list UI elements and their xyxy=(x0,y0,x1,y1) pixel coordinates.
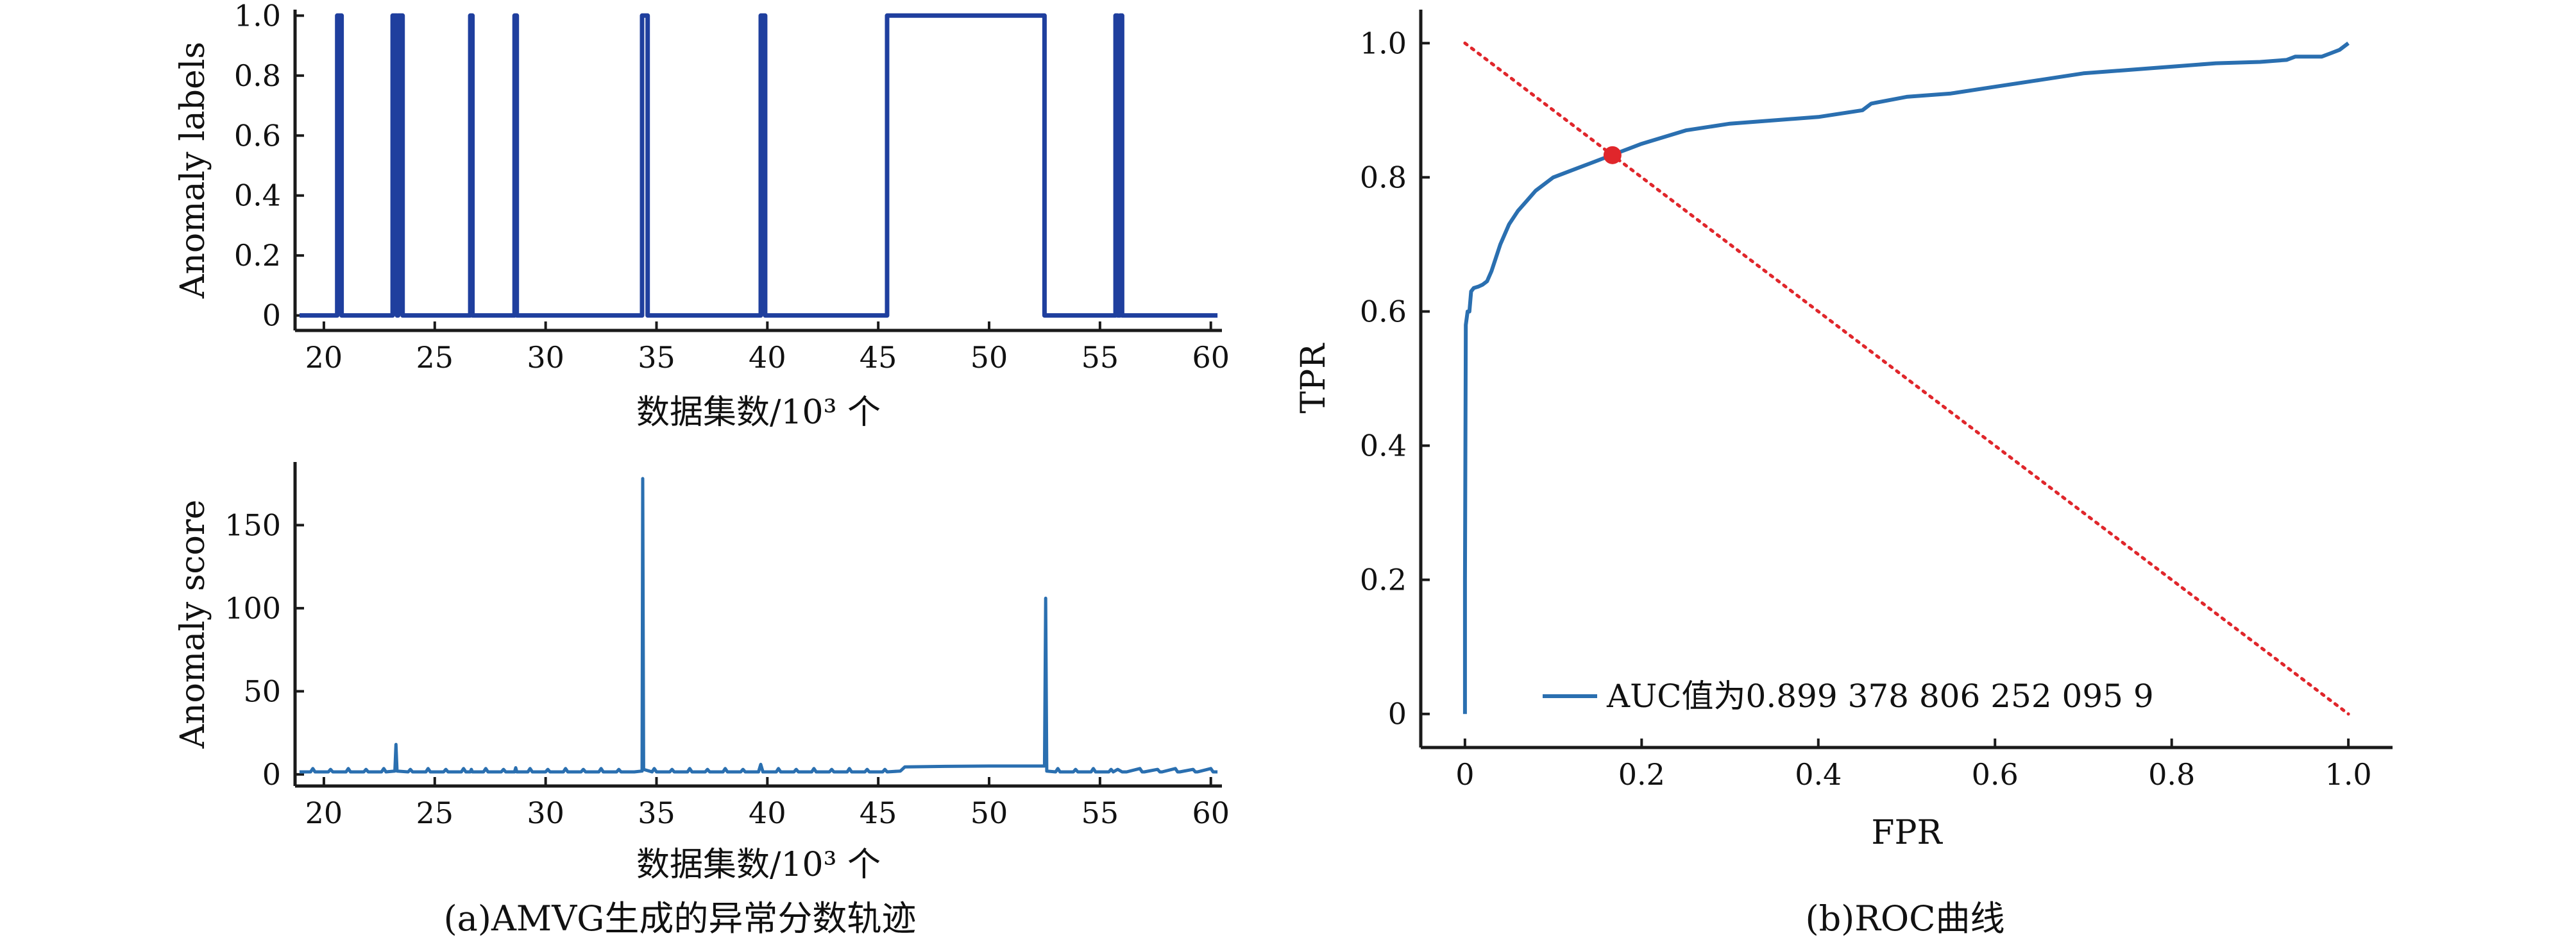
x-tick-label: 60 xyxy=(1192,340,1230,375)
x-tick-label: 0 xyxy=(1455,757,1474,792)
caption-b: (b)ROC曲线 xyxy=(1806,898,2005,939)
y-tick-label: 50 xyxy=(243,674,281,708)
x-axis-title: FPR xyxy=(1871,814,1943,852)
y-tick-label: 0 xyxy=(262,298,281,333)
x-tick-label: 1.0 xyxy=(2325,757,2372,792)
y-tick-label: 0.6 xyxy=(234,118,281,153)
x-tick-label: 35 xyxy=(638,796,675,830)
y-tick-label: 100 xyxy=(225,591,281,626)
anomaly-score-panel: 20 25 30 35 40 45 50 55 60 0 50 100 150 数据集数/10³ 个 Ano… xyxy=(174,462,1230,884)
x-axis-title: 数据集数/10³ 个 xyxy=(636,393,881,432)
x-tick-label: 30 xyxy=(527,340,564,375)
score-series-line-0 xyxy=(299,477,1218,774)
y-tick-label: 0.6 xyxy=(1360,294,1407,329)
x-tick-label: 50 xyxy=(970,796,1008,830)
y-tick-label: 0 xyxy=(262,757,281,792)
x-tick-label: 60 xyxy=(1192,796,1230,830)
caption-a: (a)AMVG生成的异常分数轨迹 xyxy=(444,898,917,939)
y-tick-label: 150 xyxy=(225,508,281,542)
y-tick-label: 0.4 xyxy=(234,178,281,213)
x-tick-label: 50 xyxy=(970,340,1008,375)
y-tick-label: 0.4 xyxy=(1360,429,1407,463)
x-tick-label: 35 xyxy=(638,340,675,375)
roc-panel: 0 0.2 0.4 0.6 0.8 1.0 0 0.2 0.4 0.6 0.8 1.0 FPR TPR AU… xyxy=(1294,10,2393,852)
diagonal-reference-line xyxy=(1463,41,2350,716)
y-tick-label: 0.8 xyxy=(234,58,281,93)
y-tick-label: 0.2 xyxy=(234,238,281,273)
anomaly-labels-panel: 20 25 30 35 40 45 50 55 60 0 0.2 0.4 0.6 0.8 1.0 数据集数/1… xyxy=(174,0,1230,432)
x-tick-label: 20 xyxy=(305,796,343,830)
y-tick-label: 1.0 xyxy=(1360,26,1407,60)
y-tick-label: 1.0 xyxy=(234,0,281,33)
x-tick-label: 0.6 xyxy=(1972,757,2019,792)
y-tick-label: 0.2 xyxy=(1360,563,1407,597)
x-tick-label: 20 xyxy=(305,340,343,375)
x-axis-title: 数据集数/10³ 个 xyxy=(636,846,881,884)
y-axis-title: Anomaly labels xyxy=(174,42,212,299)
y-tick-label: 0 xyxy=(1388,697,1407,731)
x-tick-label: 45 xyxy=(860,796,897,830)
x-tick-label: 55 xyxy=(1081,340,1119,375)
labels-series-line-0 xyxy=(299,13,1218,318)
x-tick-label: 55 xyxy=(1081,796,1119,830)
roc-series-line-0 xyxy=(1462,41,2350,714)
legend-label: AUC值为0.899 378 806 252 095 9 xyxy=(1606,678,2154,715)
x-tick-label: 40 xyxy=(749,796,786,830)
optimal-point-marker xyxy=(1603,146,1622,164)
x-tick-label: 0.4 xyxy=(1795,757,1842,792)
x-tick-label: 40 xyxy=(749,340,786,375)
x-tick-label: 30 xyxy=(527,796,564,830)
x-tick-label: 0.8 xyxy=(2148,757,2195,792)
x-tick-label: 45 xyxy=(860,340,897,375)
x-tick-label: 0.2 xyxy=(1618,757,1665,792)
x-tick-label: 25 xyxy=(416,340,454,375)
y-axis-title: TPR xyxy=(1294,343,1333,414)
y-axis-title: Anomaly score xyxy=(174,500,212,749)
x-tick-label: 25 xyxy=(416,796,454,830)
y-tick-label: 0.8 xyxy=(1360,160,1407,194)
